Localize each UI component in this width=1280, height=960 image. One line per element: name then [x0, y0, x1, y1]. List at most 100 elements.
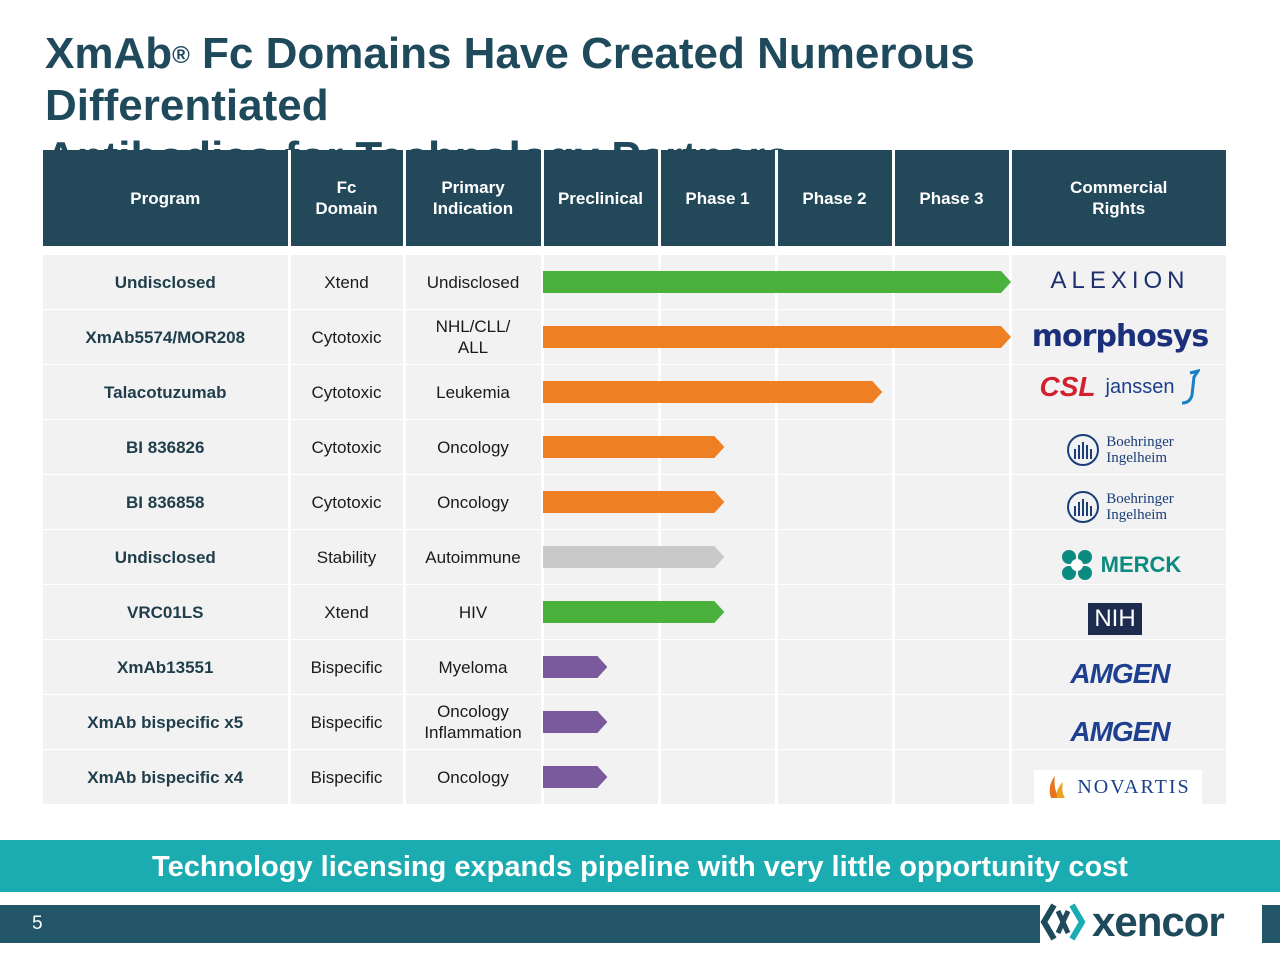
- ingelheim-line2: Ingelheim: [1106, 507, 1168, 523]
- phase-2-cell: [774, 584, 894, 640]
- phase-2-cell: [774, 364, 894, 420]
- nih-logo: NIH: [1070, 600, 1160, 638]
- phase-3-cell: [891, 419, 1011, 475]
- preclinical-cell: [540, 364, 660, 420]
- indication-cell: NHL/CLL/ ALL: [402, 309, 543, 365]
- boehringer-line1: Boehringer: [1106, 491, 1174, 507]
- fc-domain-cell: Bispecific: [287, 694, 405, 750]
- table-row: BI 836858 Cytotoxic Oncology: [43, 474, 1227, 530]
- phase-2-cell: [774, 694, 894, 750]
- fc-domain-cell: Xtend: [287, 254, 405, 310]
- fc-domain-cell: Cytotoxic: [287, 419, 405, 475]
- program-cell: XmAb bispecific x5: [43, 694, 290, 750]
- preclinical-cell: [540, 419, 660, 475]
- novartis-logo: NOVARTIS: [1034, 770, 1202, 804]
- xencor-wordmark: xencor: [1092, 898, 1225, 945]
- table-row: BI 836826 Cytotoxic Oncology: [43, 419, 1227, 475]
- alexion-logo: ALEXION: [1030, 266, 1210, 296]
- preclinical-cell: [540, 529, 660, 585]
- phase-3-cell: [891, 254, 1011, 310]
- csl-logo-text: CSL: [1039, 371, 1096, 402]
- commercial-rights-cell: [1008, 694, 1227, 750]
- indication-cell: Undisclosed: [402, 254, 543, 310]
- csl-janssen-logo: CSL janssen: [1030, 367, 1210, 407]
- boehringer-icon: [1067, 491, 1100, 523]
- program-cell: Undisclosed: [43, 529, 290, 585]
- phase-3-cell: [891, 694, 1011, 750]
- commercial-rights-cell: [1008, 254, 1227, 310]
- phase-1-cell: [657, 694, 777, 750]
- alexion-logo-text: ALEXION: [1050, 267, 1190, 294]
- indication-cell: Leukemia: [402, 364, 543, 420]
- phase-1-cell: [657, 584, 777, 640]
- fc-domain-cell: Bispecific: [287, 749, 405, 805]
- table-row: VRC01LS Xtend HIV: [43, 584, 1227, 640]
- janssen-swoosh-icon: [1182, 369, 1201, 405]
- phase-1-cell: [657, 639, 777, 695]
- janssen-logo-text: janssen: [1105, 375, 1175, 398]
- commercial-rights-cell: [1008, 364, 1227, 420]
- phase-3-cell: [891, 639, 1011, 695]
- amgen-logo-1: AMGEN: [1030, 655, 1210, 693]
- indication-cell: HIV: [402, 584, 543, 640]
- boehringer-line1: Boehringer: [1106, 434, 1174, 450]
- phase-1-cell: [657, 254, 777, 310]
- phase-2-cell: [774, 749, 894, 805]
- indication-cell: Oncology: [402, 749, 543, 805]
- program-cell: XmAb13551: [43, 639, 290, 695]
- phase-1-cell: [657, 749, 777, 805]
- header-row: Program Fc Domain Primary Indication Precl…: [43, 150, 1226, 251]
- indication-cell: Myeloma: [402, 639, 543, 695]
- phase-2-cell: [774, 529, 894, 585]
- phase-1-cell: [657, 419, 777, 475]
- novartis-flame-icon: [1049, 776, 1066, 798]
- header-line: Domain: [315, 199, 378, 218]
- header-line: Primary: [441, 178, 505, 197]
- merck-icon: [1061, 550, 1092, 580]
- preclinical-cell: [540, 254, 660, 310]
- title-brand: XmAb: [45, 29, 173, 78]
- phase-3-cell: [891, 474, 1011, 530]
- registered-mark: ®: [172, 42, 190, 69]
- xencor-logo: xencor: [1040, 893, 1262, 951]
- fc-domain-cell: Xtend: [287, 584, 405, 640]
- phase-1-cell: [657, 529, 777, 585]
- preclinical-cell: [540, 749, 660, 805]
- amgen-logo-2: AMGEN: [1030, 713, 1210, 751]
- phase-3-cell: [891, 309, 1011, 365]
- program-cell: Undisclosed: [43, 254, 290, 310]
- morphosys-logo: morphosys: [1030, 316, 1210, 356]
- program-cell: VRC01LS: [43, 584, 290, 640]
- pipeline-table: Program Fc Domain Primary Indication Precl…: [43, 150, 1227, 805]
- indication-cell: Autoimmune: [402, 529, 543, 585]
- header-primary-indication: Primary Indication: [402, 150, 542, 251]
- merck-logo: MERCK: [1030, 547, 1210, 583]
- amgen-logo-text: AMGEN: [1070, 716, 1170, 747]
- phase-3-cell: [891, 749, 1011, 805]
- commercial-rights-cell: [1008, 639, 1227, 695]
- header-program: Program: [43, 150, 289, 251]
- key-message-banner: Technology licensing expands pipeline wi…: [0, 840, 1280, 892]
- phase-2-cell: [774, 474, 894, 530]
- program-cell: BI 836858: [43, 474, 290, 530]
- program-cell: BI 836826: [43, 419, 290, 475]
- ingelheim-line2: Ingelheim: [1106, 450, 1168, 466]
- indication-cell: Oncology: [402, 474, 543, 530]
- morphosys-logo-text: morphosys: [1031, 318, 1209, 354]
- header-line: Indication: [432, 199, 514, 218]
- fc-domain-cell: Stability: [287, 529, 405, 585]
- phase-2-cell: [774, 309, 894, 365]
- boehringer-logo-1: Boehringer Ingelheim: [1030, 432, 1210, 468]
- fc-domain-cell: Cytotoxic: [287, 309, 405, 365]
- title-line1-rest: Fc Domains Have Created Numerous Differe…: [45, 29, 975, 130]
- phase-3-cell: [891, 529, 1011, 585]
- fc-domain-cell: Bispecific: [287, 639, 405, 695]
- xencor-mark-icon: [1040, 903, 1086, 941]
- novartis-logo-text: NOVARTIS: [1077, 775, 1191, 798]
- amgen-logo-text: AMGEN: [1070, 658, 1170, 689]
- header-line: Fc: [336, 178, 357, 197]
- indication-cell: Oncology: [402, 419, 543, 475]
- merck-logo-text: MERCK: [1100, 552, 1182, 577]
- phase-2-cell: [774, 419, 894, 475]
- phase-2-cell: [774, 254, 894, 310]
